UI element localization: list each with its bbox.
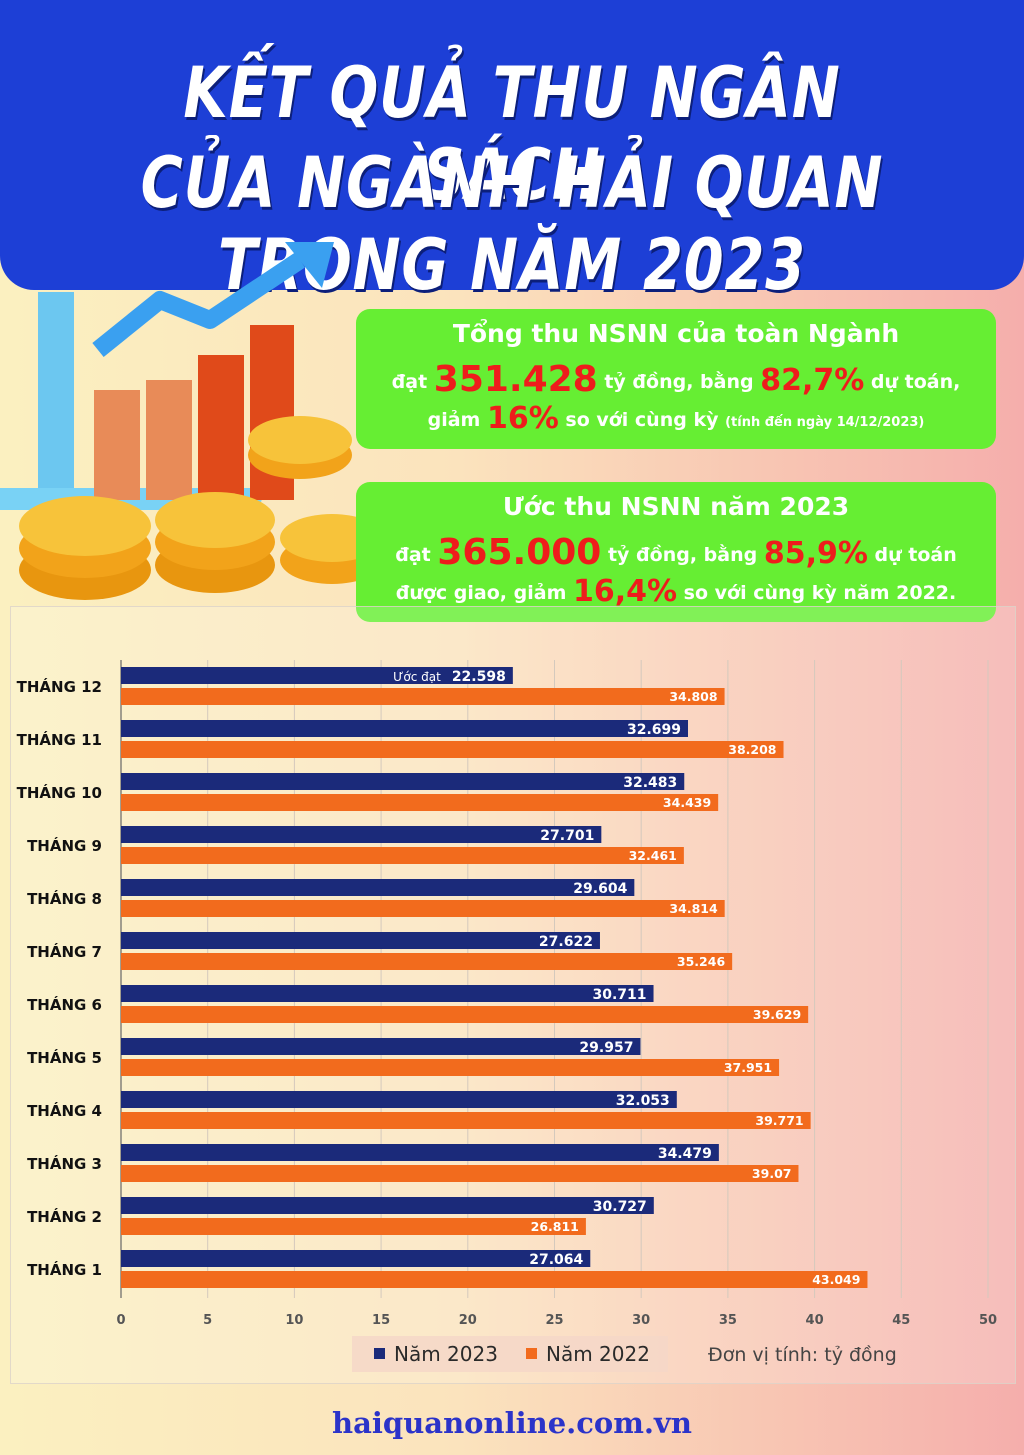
box2-heading: Ước thu NSNN năm 2023 [502, 492, 850, 521]
bar-2023 [121, 1250, 591, 1267]
bar-2023 [121, 667, 513, 684]
bar-2023-label: 29.604 [573, 881, 627, 897]
x-tick-label: 10 [285, 1313, 303, 1328]
bar-2023 [121, 1091, 677, 1108]
bar-2023-label: 32.699 [627, 722, 681, 738]
bar-2022 [121, 847, 684, 864]
bar-2022-label: 39.07 [752, 1166, 792, 1181]
bar-2022-label: 43.049 [812, 1272, 860, 1287]
legend-swatch-2022 [526, 1348, 537, 1359]
bar-2022 [121, 953, 733, 970]
bar-2023-label: 27.622 [539, 934, 593, 950]
bar-2022-label: 32.461 [629, 848, 677, 863]
x-tick-label: 15 [372, 1313, 390, 1328]
unit-note: Đơn vị tính: tỷ đồng [708, 1344, 897, 1366]
x-tick-label: 50 [979, 1313, 997, 1328]
bar-2022-label: 34.439 [663, 795, 711, 810]
x-tick-label: 30 [632, 1313, 650, 1328]
category-label: THÁNG 2 [27, 1207, 102, 1226]
x-tick-label: 0 [116, 1313, 125, 1328]
bar-2022-label: 38.208 [728, 742, 776, 757]
x-tick-label: 40 [806, 1313, 824, 1328]
category-label: THÁNG 1 [27, 1260, 102, 1279]
bar-annotation: Ước đạt [393, 670, 441, 684]
category-label: THÁNG 6 [27, 995, 102, 1014]
bar-2022 [121, 1006, 809, 1023]
category-label: THÁNG 11 [17, 730, 102, 749]
legend-item-2023: Năm 2023 [374, 1342, 498, 1366]
bar-2023-label: 32.053 [616, 1093, 670, 1109]
box1-percent: 82,7% [760, 363, 865, 398]
box2-percent: 85,9% [763, 536, 868, 571]
bar-2022-label: 26.811 [531, 1219, 579, 1234]
bar-2022-label: 39.629 [753, 1007, 801, 1022]
x-tick-label: 35 [719, 1313, 737, 1328]
website-link[interactable]: haiquanonline.com.vn [332, 1406, 692, 1440]
bar-2022 [121, 1059, 780, 1076]
category-label: THÁNG 10 [17, 783, 102, 802]
bar-2022 [121, 1271, 868, 1288]
bar-2023 [121, 879, 635, 896]
bar-2023 [121, 1144, 719, 1161]
bar-2023 [121, 985, 654, 1002]
bar-2023 [121, 1197, 654, 1214]
box1-line2: đạt 351.428 tỷ đồng, bằng 82,7% dự toán, [391, 359, 961, 400]
box2-line2: đạt 365.000 tỷ đồng, bằng 85,9% dự toán [395, 532, 957, 573]
category-label: THÁNG 7 [27, 942, 102, 961]
total-revenue-box: Tổng thu NSNN của toàn Ngành đạt 351.428… [356, 309, 996, 449]
category-label: THÁNG 12 [17, 677, 102, 696]
box1-heading: Tổng thu NSNN của toàn Ngành [452, 319, 900, 348]
box1-decrease: 16% [486, 401, 559, 436]
bar-2022 [121, 794, 719, 811]
bar-2023-label: 29.957 [579, 1040, 633, 1056]
x-tick-label: 25 [545, 1313, 563, 1328]
box2-line3: được giao, giảm 16,4% so với cùng kỳ năm… [395, 574, 957, 609]
bar-2022-label: 35.246 [677, 954, 726, 969]
bar-2022-label: 39.771 [755, 1113, 803, 1128]
page-title: KẾT QUẢ THU NGÂN SÁCH [183, 52, 841, 216]
box2-amount: 365.000 [437, 532, 602, 573]
bar-2023 [121, 720, 689, 737]
bar-2022 [121, 900, 725, 917]
legend-swatch-2023 [374, 1348, 385, 1359]
box1-line3: giảm 16% so với cùng kỳ (tính đến ngày 1… [427, 401, 925, 436]
bar-2023-label: 30.727 [593, 1199, 647, 1215]
bar-2022 [121, 741, 784, 758]
chart-legend: Năm 2023 Năm 2022 [352, 1336, 668, 1372]
bar-2023-label: 34.479 [658, 1146, 712, 1162]
category-label: THÁNG 8 [27, 889, 102, 908]
bar-2023 [121, 826, 602, 843]
category-label: THÁNG 4 [27, 1101, 102, 1120]
category-label: THÁNG 5 [27, 1048, 102, 1067]
bar-2023-label: 27.064 [529, 1252, 583, 1268]
bar-2023 [121, 932, 600, 949]
bar-2022 [121, 1218, 586, 1235]
legend-item-2022: Năm 2022 [526, 1342, 650, 1366]
bar-2022 [121, 1165, 799, 1182]
x-tick-label: 20 [459, 1313, 477, 1328]
bar-2022 [121, 1112, 811, 1129]
category-label: THÁNG 3 [27, 1154, 102, 1173]
box2-decrease: 16,4% [572, 574, 678, 609]
bar-2023 [121, 773, 685, 790]
bar-2023-label: 22.598 [452, 669, 506, 685]
category-label: THÁNG 9 [27, 836, 102, 855]
bar-2022-label: 37.951 [724, 1060, 772, 1075]
estimated-revenue-box: Ước thu NSNN năm 2023 đạt 365.000 tỷ đồn… [356, 482, 996, 622]
bar-2023-label: 27.701 [540, 828, 594, 844]
x-tick-label: 5 [203, 1313, 212, 1328]
box1-amount: 351.428 [433, 359, 598, 400]
bar-2023 [121, 1038, 641, 1055]
bar-2022-label: 34.808 [669, 689, 717, 704]
bar-2023-label: 30.711 [592, 987, 646, 1003]
bar-2023-label: 32.483 [623, 775, 677, 791]
bar-2022 [121, 688, 725, 705]
bar-2022-label: 34.814 [669, 901, 718, 916]
x-tick-label: 45 [892, 1313, 910, 1328]
box1-date-note: (tính đến ngày 14/12/2023) [725, 415, 925, 430]
